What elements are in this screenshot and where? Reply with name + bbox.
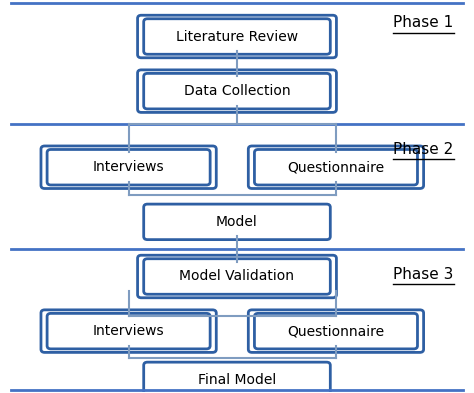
Text: Phase 3: Phase 3 [393, 267, 453, 282]
FancyBboxPatch shape [255, 149, 418, 185]
FancyBboxPatch shape [47, 313, 210, 349]
FancyBboxPatch shape [41, 310, 216, 353]
Text: Model Validation: Model Validation [180, 270, 294, 283]
Text: Literature Review: Literature Review [176, 29, 298, 44]
FancyBboxPatch shape [144, 362, 330, 393]
FancyBboxPatch shape [144, 73, 330, 109]
FancyBboxPatch shape [137, 255, 337, 298]
FancyBboxPatch shape [41, 146, 216, 189]
FancyBboxPatch shape [248, 310, 424, 353]
Text: Phase 1: Phase 1 [393, 15, 453, 30]
Text: Final Model: Final Model [198, 373, 276, 387]
FancyBboxPatch shape [47, 149, 210, 185]
Text: Phase 2: Phase 2 [393, 142, 453, 157]
Text: Interviews: Interviews [93, 160, 164, 174]
Text: Data Collection: Data Collection [184, 84, 290, 98]
FancyBboxPatch shape [137, 15, 337, 58]
Text: Questionnaire: Questionnaire [287, 160, 384, 174]
FancyBboxPatch shape [144, 204, 330, 240]
FancyBboxPatch shape [144, 19, 330, 54]
FancyBboxPatch shape [144, 259, 330, 294]
Text: Interviews: Interviews [93, 324, 164, 338]
FancyBboxPatch shape [248, 146, 424, 189]
FancyBboxPatch shape [137, 70, 337, 112]
FancyBboxPatch shape [255, 313, 418, 349]
Text: Questionnaire: Questionnaire [287, 324, 384, 338]
Text: Model: Model [216, 215, 258, 229]
